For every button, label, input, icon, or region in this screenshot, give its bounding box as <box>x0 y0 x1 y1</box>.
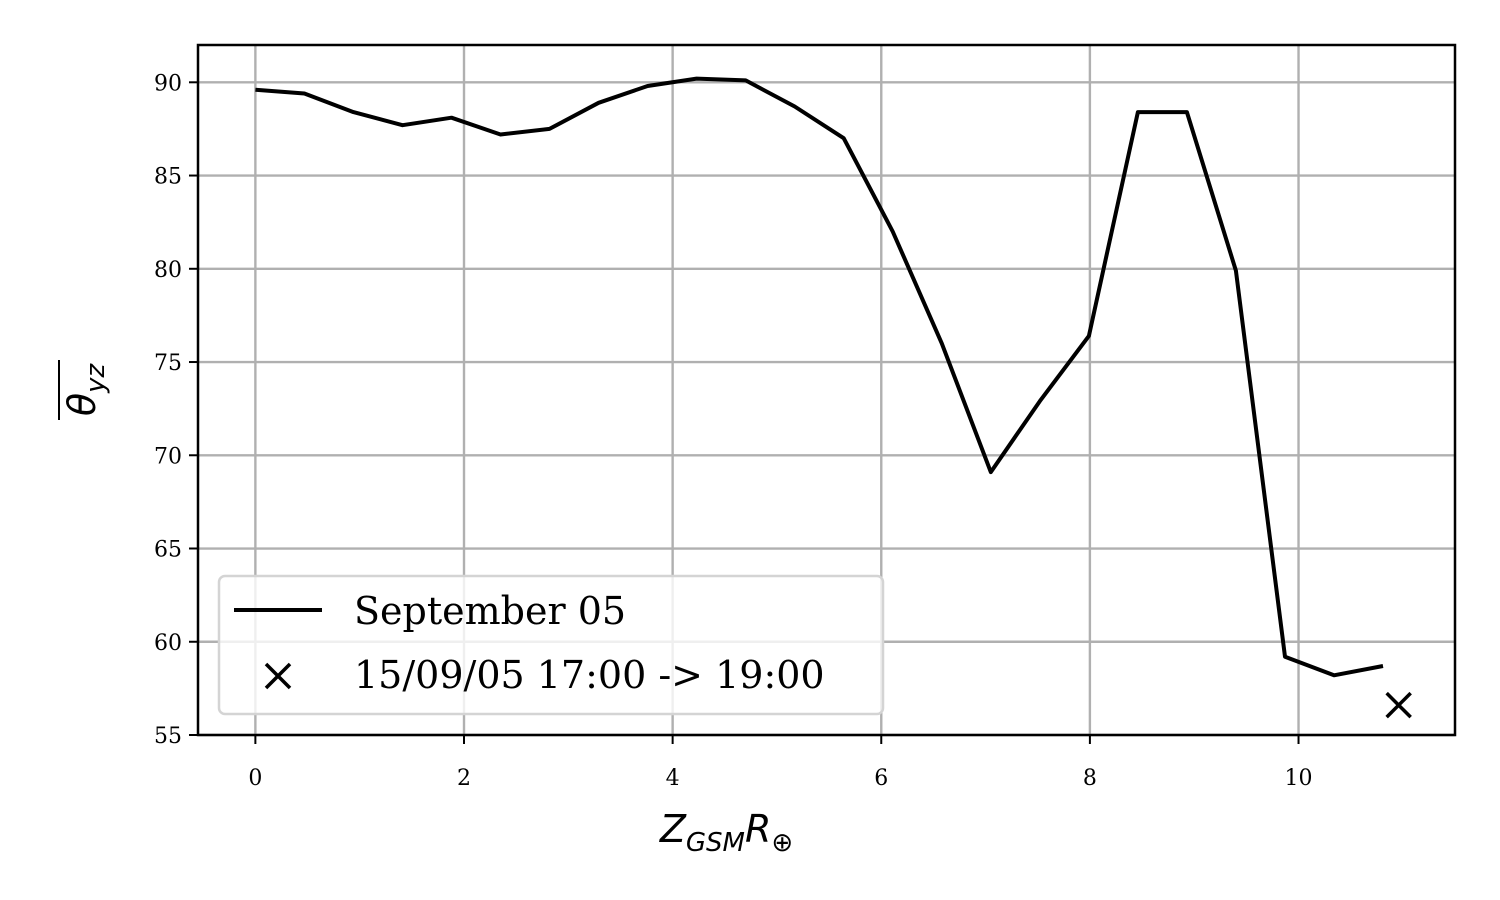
legend: September 05 15/09/05 17:00 -> 19:00 <box>217 574 885 716</box>
series-line-september-05 <box>255 76 1384 678</box>
x-tick-label: 2 <box>457 766 471 791</box>
legend-label-line: September 05 <box>354 589 626 633</box>
y-tick-label: 65 <box>154 538 182 563</box>
y-tick-label: 60 <box>154 631 182 656</box>
y-tick-label: 90 <box>154 71 182 96</box>
x-tick-label: 6 <box>874 766 888 791</box>
y-tick-label: 55 <box>154 724 182 749</box>
svg-text:θyz: θyz <box>60 363 111 417</box>
y-tick-label: 85 <box>154 165 182 190</box>
y-axis-label: θyz <box>58 360 111 420</box>
legend-label-marker: 15/09/05 17:00 -> 19:00 <box>354 653 825 697</box>
x-tick-label: 0 <box>248 766 262 791</box>
series-layer <box>255 76 1412 719</box>
legend-marker-swatch <box>264 662 292 690</box>
y-tick-label: 70 <box>154 444 182 469</box>
axis-ticks: 0 2 4 6 8 10 55 60 65 70 75 80 85 90 <box>154 71 1313 791</box>
x-tick-label: 10 <box>1285 766 1313 791</box>
x-marker-point <box>1385 691 1412 719</box>
plot-frame <box>196 43 1457 737</box>
x-axis-label: ZGSMR⊕ <box>659 807 793 858</box>
x-tick-label: 8 <box>1083 766 1097 791</box>
x-tick-label: 4 <box>666 766 680 791</box>
grid <box>198 45 1455 737</box>
y-tick-label: 75 <box>154 351 182 376</box>
y-tick-label: 80 <box>154 258 182 283</box>
legend-box <box>217 574 885 716</box>
